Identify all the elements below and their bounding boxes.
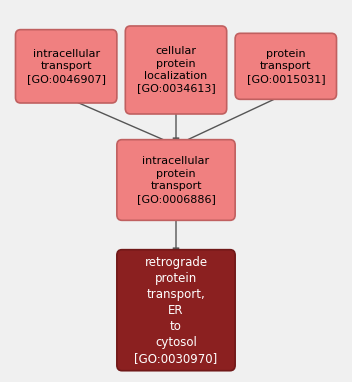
FancyBboxPatch shape [125,26,227,114]
Text: retrograde
protein
transport,
ER
to
cytosol
[GO:0030970]: retrograde protein transport, ER to cyto… [134,256,218,365]
Text: intracellular
transport
[GO:0046907]: intracellular transport [GO:0046907] [27,49,106,84]
FancyBboxPatch shape [117,250,235,371]
FancyBboxPatch shape [235,33,337,99]
Text: intracellular
protein
transport
[GO:0006886]: intracellular protein transport [GO:0006… [137,156,215,204]
FancyBboxPatch shape [15,30,117,103]
FancyBboxPatch shape [117,140,235,220]
Text: cellular
protein
localization
[GO:0034613]: cellular protein localization [GO:003461… [137,46,215,94]
Text: protein
transport
[GO:0015031]: protein transport [GO:0015031] [246,49,325,84]
